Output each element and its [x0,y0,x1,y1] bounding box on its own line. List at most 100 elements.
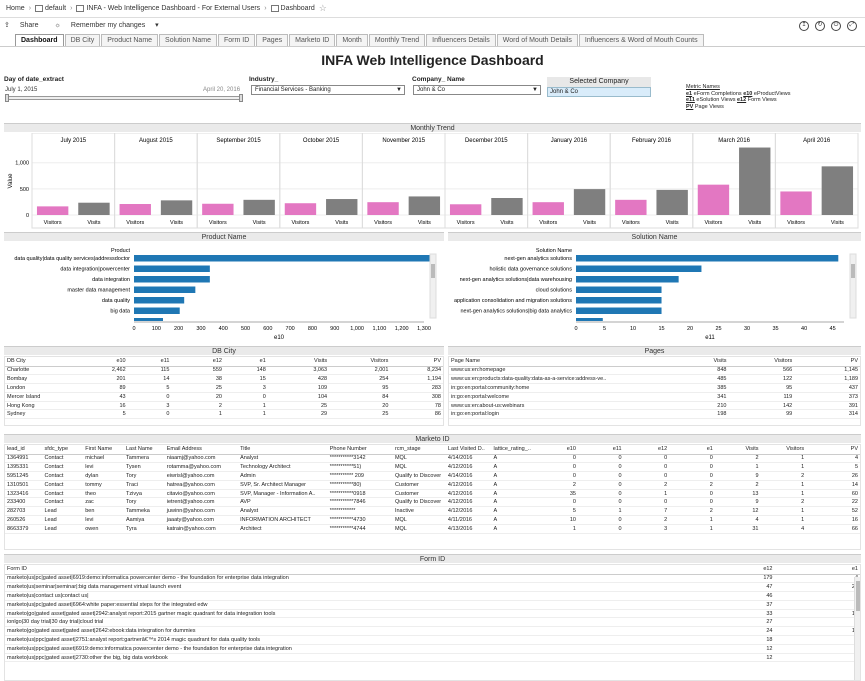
table-row[interactable]: 1364991 Contact michael Tammera niaamj@yahoo… [5,454,860,464]
column-header[interactable]: e1 [774,565,860,575]
column-header[interactable]: PV [806,445,860,455]
column-header[interactable]: Last Visited D.. [445,445,492,455]
fullscreen-icon[interactable]: ⤢ [847,21,857,31]
table-row[interactable]: marketo|us|seminar|seminar|:big data man… [5,582,860,593]
breadcrumb-default[interactable]: default [45,5,67,12]
breadcrumb-report[interactable]: INFA - Web Intelligence Dashboard - For … [86,5,261,12]
refresh-icon[interactable]: ↻ [815,21,825,31]
table-row[interactable]: 1323416 Contact theo Tzivya citavio@yahoo.co… [5,489,860,499]
column-header[interactable]: Visits [267,357,330,367]
vertical-scrollbar[interactable] [429,253,437,319]
tab-monthly-trend[interactable]: Monthly Trend [368,34,426,46]
table-row[interactable]: Bombay 201 14 38 15 428 254 1,194 [5,374,443,385]
scrollbar-thumb[interactable] [851,264,855,278]
selected-company-value[interactable]: John & Co [547,87,651,97]
table-row[interactable]: ionlgo|30 day trial|30 day trial|cloud t… [5,617,860,628]
column-header[interactable]: e11 [127,357,172,367]
tab-month[interactable]: Month [336,34,368,46]
column-header[interactable]: e10 [532,445,578,455]
tab-influencers-word-of-mouth-counts[interactable]: Influencers & Word of Mouth Counts [578,34,704,46]
column-header[interactable]: e12 [171,357,224,367]
industry-dropdown[interactable]: Financial Services - Banking ▼ [251,85,405,95]
table-row[interactable]: 1395331 Contact levi Tysen rotamma@yahoo.com… [5,462,860,473]
tab-solution-name[interactable]: Solution Name [159,34,217,46]
table-row[interactable]: Sydney 5 0 1 1 29 25 86 [5,409,443,420]
share-button[interactable]: ⇪ Share [4,21,47,29]
table-row[interactable]: London 89 5 25 3 109 95 283 [5,383,443,393]
column-header[interactable]: lattice_rating_.. [491,445,533,455]
date-slider-start-handle[interactable] [5,94,9,102]
date-range-slider[interactable] [5,94,243,102]
table-row[interactable]: marketo|us|pc|gated asset|6919:demo:info… [5,574,860,584]
table-row[interactable]: www:us:en:about-us:webinars 210 142 391 [449,401,860,411]
column-header[interactable]: sfdc_type [42,445,84,455]
table-row[interactable]: 5951245 Contact dylan Tory eiwrisl@yahoo.com… [5,471,860,481]
scrollbar-thumb[interactable] [431,264,435,278]
table-row[interactable]: marketo|go|gated asset|gated asset|2642:… [5,626,860,637]
column-header[interactable]: Last Name [123,445,165,455]
table-row[interactable]: 282703 Lead ben Tammeka juwinn@yahoo.com Anal… [5,506,860,517]
column-header[interactable]: Title [238,445,328,455]
table-row[interactable]: in:go:en:portal:welcome 341 119 373 [449,392,860,402]
table-row[interactable]: www:us:en:homepage 848 566 1,145 [449,366,860,376]
tab-pages[interactable]: Pages [256,34,289,46]
vertical-scrollbar[interactable] [849,253,857,319]
column-header[interactable]: e11 [577,445,624,455]
breadcrumb-dashboard[interactable]: Dashboard [280,5,315,12]
column-header[interactable]: e12 [689,565,775,575]
table-row[interactable]: 1310501 Contact tommy Traci hatrea@yahoo.com… [5,480,860,490]
table-row[interactable]: in:go:en:portal:community:home 385 95 437 [449,383,860,393]
table-row[interactable]: 8663379 Lead owen Tyra katrain@yahoo.com Arch… [5,524,860,534]
table-row[interactable]: 233400 Contact zac Tory ietrent@yahoo.com AVP… [5,497,860,508]
tab-word-of-mouth-details[interactable]: Word of Mouth Details [496,34,578,46]
column-header[interactable]: First Name [83,445,124,455]
table-row[interactable]: www:us:en:products:data-quality:data-as-… [449,374,860,385]
column-header[interactable]: rcm_stage [392,445,446,455]
column-header[interactable]: PV [390,357,443,367]
column-header[interactable]: DB City [5,357,84,367]
company-dropdown[interactable]: John & Co ▼ [413,85,541,95]
column-header[interactable]: Form ID [5,565,689,575]
column-header[interactable]: e1 [223,357,268,367]
column-header[interactable]: e1 [669,445,715,455]
remember-changes-toggle[interactable]: ☼ Remember my changes ▾ [55,21,167,29]
column-header[interactable]: PV [794,357,860,367]
tab-db-city[interactable]: DB City [64,34,101,46]
breadcrumb-home[interactable]: Home [6,5,25,12]
column-header[interactable]: Page Name [449,357,663,367]
tab-product-name[interactable]: Product Name [101,34,159,46]
export-icon[interactable]: ↥ [799,21,809,31]
form-id-scrollbar[interactable] [854,577,860,680]
tab-marketo-id[interactable]: Marketo ID [289,34,336,46]
column-header[interactable]: Visits [714,445,761,455]
table-row[interactable]: 260526 Lead levi Aamiya jaaaty@yahoo.com INFO… [5,515,860,525]
table-row[interactable]: marketo|us|ppc|gated asset|2751:analyst … [5,635,860,645]
date-slider-end-handle[interactable] [239,94,243,102]
tab-influencers-details[interactable]: Influencers Details [426,34,496,46]
column-header[interactable]: Visitors [728,357,795,367]
table-row[interactable]: marketo|us|ppc|gated asset|2730:other th… [5,653,860,663]
table-row[interactable]: marketo|go|gated asset|gated asset|2942:… [5,609,860,619]
table-cell: 341 [662,392,729,402]
column-header[interactable]: Email Address [164,445,239,455]
tab-form-id[interactable]: Form ID [217,34,256,46]
table-row[interactable]: Hong Kong 16 3 2 1 25 20 78 [5,401,443,411]
favorite-star-icon[interactable]: ☆ [318,3,327,13]
column-header[interactable]: lead_id [5,445,43,455]
y-axis-label: Value [8,173,14,189]
table-row[interactable]: in:go:en:portal:login 198 99 314 [449,409,860,420]
scrollbar-thumb[interactable] [856,581,860,611]
column-header[interactable]: Visitors [760,445,807,455]
table-row[interactable]: marketo|us|pc|gated asset|6964:white pap… [5,600,860,610]
table-row[interactable]: Charlotte 2,462 115 559 148 3,063 2,001 8,234 [5,366,443,376]
column-header[interactable]: Visitors [329,357,391,367]
table-row[interactable]: marketo|us|contact us|contact us|468 [5,591,860,601]
tab-dashboard[interactable]: Dashboard [15,34,64,46]
column-header[interactable]: Phone Number [327,445,393,455]
table-row[interactable]: Mercer Island 43 0 20 0 104 84 308 [5,392,443,402]
table-row[interactable]: marketo|us|ppc|gated asset|6919:demo:inf… [5,644,860,654]
column-header[interactable]: e12 [623,445,670,455]
column-header[interactable]: Visits [662,357,729,367]
column-header[interactable]: e10 [83,357,128,367]
power-icon[interactable]: ⏻ [831,21,841,31]
